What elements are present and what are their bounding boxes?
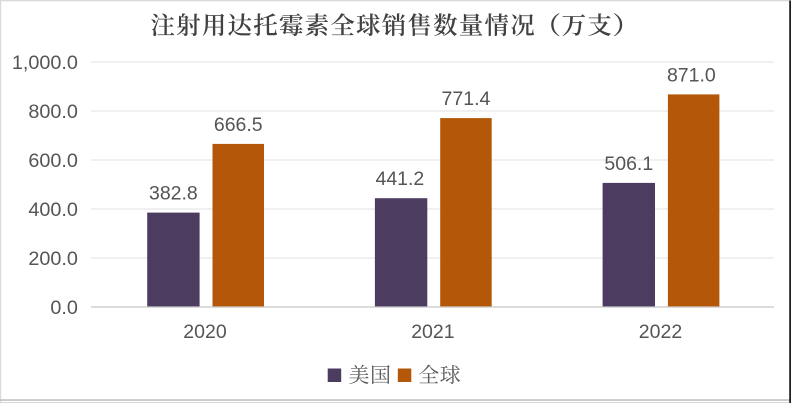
svg-text:1,000.0: 1,000.0 [12,52,78,74]
svg-text:666.5: 666.5 [214,114,263,136]
svg-text:200.0: 200.0 [28,248,78,270]
svg-text:382.8: 382.8 [149,183,198,205]
svg-text:2022: 2022 [639,321,682,343]
svg-text:600.0: 600.0 [28,150,78,172]
svg-text:400.0: 400.0 [28,199,78,221]
svg-text:0.0: 0.0 [50,297,78,319]
svg-text:441.2: 441.2 [375,168,424,190]
svg-text:2020: 2020 [183,321,227,343]
svg-text:2021: 2021 [411,321,454,343]
svg-text:800.0: 800.0 [28,101,78,123]
svg-text:871.0: 871.0 [667,64,716,86]
svg-text:771.4: 771.4 [442,88,491,110]
svg-text:506.1: 506.1 [604,153,653,175]
